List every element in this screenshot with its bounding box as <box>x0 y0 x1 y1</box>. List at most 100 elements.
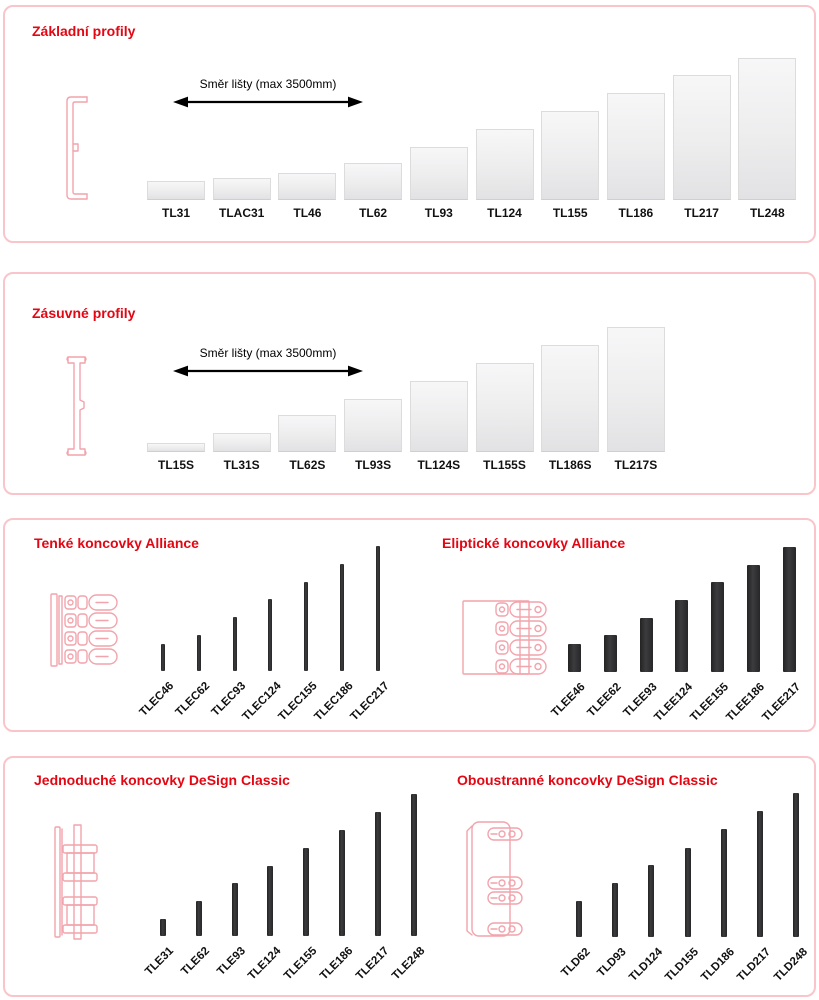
size-bar-TLD186 <box>720 829 727 937</box>
size-bar-TL93 <box>409 147 468 200</box>
bar-label-TLD248: TLD248 <box>771 946 810 984</box>
size-bar-TLEC217 <box>375 546 380 671</box>
size-bar-TLD155 <box>684 848 691 937</box>
size-bar-TLE155 <box>303 848 310 936</box>
double-sided-end-cap-cross-section-icon <box>466 821 523 937</box>
size-bar-TL248 <box>738 58 797 200</box>
bar-label-TL46: TL46 <box>293 206 322 220</box>
size-bar-TLEE186 <box>747 565 760 672</box>
size-bar-TLEC62 <box>196 635 201 671</box>
size-bar-TLD217 <box>757 811 763 937</box>
size-bar-TLE124 <box>267 866 274 936</box>
bar-label-TLEE217: TLEE217 <box>759 681 803 724</box>
size-bar-TLE186 <box>339 830 345 936</box>
size-bar-TLEE155 <box>711 582 725 672</box>
size-bar-TL186S <box>541 345 600 452</box>
panel-alliance-end-caps: Tenké koncovky Alliance <box>3 518 816 732</box>
size-bar-TLEE93 <box>639 618 653 672</box>
size-bar-TLD124 <box>648 865 655 937</box>
size-bar-TL46 <box>278 173 337 200</box>
panel-slide-in-profiles: Zásuvné profily Směr lišty (max 3500mm) … <box>3 272 816 495</box>
size-bars-basic-profiles: TL31 TLAC31 TL46 TL62 TL93 TL124 TL155 TL186 TL2… <box>5 7 814 241</box>
slide-in-profile-cross-section-icon <box>66 356 87 456</box>
size-bar-TL31 <box>147 181 205 200</box>
size-bar-TLEE124 <box>675 600 689 672</box>
basic-profile-cross-section-icon <box>66 96 88 200</box>
size-bar-TLAC31 <box>212 178 271 200</box>
size-bar-TL62S <box>278 415 337 452</box>
bar-label-TL217S: TL217S <box>614 458 658 472</box>
bar-label-TLD62: TLD62 <box>559 946 593 980</box>
bar-label-TL15S: TL15S <box>157 458 194 472</box>
rail-direction-arrow: Směr lišty (max 3500mm) <box>173 346 363 377</box>
size-bar-TLE31 <box>160 919 166 936</box>
size-bar-TLEE217 <box>782 547 796 672</box>
size-bars-thin-end-caps: TLEC46 TLEC62 TLEC93 TLEC124 TLEC155 TLEC186 T… <box>5 520 814 730</box>
size-bar-TL155 <box>541 111 600 200</box>
size-bar-TLEC186 <box>340 564 344 671</box>
bar-label-TL155S: TL155S <box>483 458 526 472</box>
size-bars-elliptical-end-caps: TLEE46 TLEE62 TLEE93 TLEE124 TLEE155 TLEE186 T… <box>5 520 814 730</box>
bar-label-TLD124: TLD124 <box>627 946 665 984</box>
rail-direction-arrow: Směr lišty (max 3500mm) <box>173 77 363 108</box>
size-bar-TLE217 <box>374 812 381 936</box>
size-bar-TL124 <box>475 129 534 200</box>
panel-basic-profiles: Základní profily Směr lišty (max 3500mm)… <box>3 5 816 243</box>
elliptical-end-cap-cross-section-icon <box>462 600 547 675</box>
bar-label-TL93: TL93 <box>424 206 453 220</box>
size-bar-TL15S <box>147 443 205 452</box>
size-bar-TLEC93 <box>232 617 237 671</box>
double-headed-arrow-icon <box>173 96 363 108</box>
bar-label-TL62: TL62 <box>359 206 388 220</box>
bar-label-TLEE62: TLEE62 <box>585 681 624 720</box>
size-bar-TLEC46 <box>161 644 165 671</box>
bar-label-TL248: TL248 <box>749 206 785 220</box>
bar-label-TLD93: TLD93 <box>595 946 629 980</box>
panel-title-single-end-caps: Jednoduché koncovky DeSign Classic <box>34 772 290 788</box>
bar-label-TLEE46: TLEE46 <box>549 681 588 720</box>
bar-label-TL31: TL31 <box>161 206 190 220</box>
bar-label-TL186S: TL186S <box>548 458 592 472</box>
size-bar-TLD93 <box>612 883 619 937</box>
panel-title-thin-end-caps: Tenké koncovky Alliance <box>34 535 199 551</box>
size-bar-TL62 <box>344 163 403 200</box>
size-bar-TL93S <box>344 399 403 452</box>
size-bar-TLEE46 <box>568 644 581 672</box>
bar-label-TL186: TL186 <box>618 206 654 220</box>
bar-label-TL62S: TL62S <box>289 458 326 472</box>
size-bar-TLE248 <box>410 794 417 936</box>
size-bars-slide-in-profiles: TL15S TL31S TL62S TL93S TL124S TL155S TL186S TL… <box>5 274 814 493</box>
size-bar-TLE62 <box>195 901 202 936</box>
thin-end-cap-cross-section-icon <box>50 593 118 667</box>
size-bar-TLEC124 <box>268 599 273 671</box>
bar-label-TLD217: TLD217 <box>735 946 774 984</box>
panel-title-double-sided-end-caps: Oboustranné koncovky DeSign Classic <box>457 772 718 788</box>
size-bar-TL217 <box>672 75 731 200</box>
bar-label-TLD155: TLD155 <box>663 946 702 984</box>
size-bar-TLEE62 <box>603 635 617 672</box>
size-bar-TLEC155 <box>304 582 309 671</box>
size-bar-TLE93 <box>231 883 238 936</box>
size-bar-TLD248 <box>793 793 800 937</box>
bar-label-TL31S: TL31S <box>223 458 260 472</box>
panel-title-elliptical-end-caps: Eliptické koncovky Alliance <box>442 535 626 551</box>
bar-label-TL93S: TL93S <box>355 458 392 472</box>
size-bar-TL186 <box>606 93 665 200</box>
arrow-label: Směr lišty (max 3500mm) <box>199 77 337 91</box>
bar-label-TLEE124: TLEE124 <box>652 681 696 724</box>
bar-label-TL124S: TL124S <box>417 458 461 472</box>
size-bar-TL124S <box>409 381 468 452</box>
size-bar-TL217S <box>606 327 665 452</box>
panel-title-slide-in-profiles: Zásuvné profily <box>32 305 136 321</box>
bar-label-TLAC31: TLAC31 <box>219 206 265 220</box>
double-headed-arrow-icon <box>173 365 363 377</box>
panel-title-basic-profiles: Základní profily <box>32 23 136 39</box>
bar-label-TL124: TL124 <box>487 206 522 220</box>
panel-design-classic-end-caps: Jednoduché koncovky DeSign Classic TLE31… <box>3 756 816 997</box>
bar-label-TLEE155: TLEE155 <box>688 681 732 724</box>
size-bar-TLD62 <box>576 901 582 937</box>
bar-label-TL217: TL217 <box>684 206 719 220</box>
size-bars-single-end-caps: TLE31 TLE62 TLE93 TLE124 TLE155 TLE186 TLE217 T… <box>5 758 814 995</box>
size-bar-TL31S <box>212 433 271 452</box>
